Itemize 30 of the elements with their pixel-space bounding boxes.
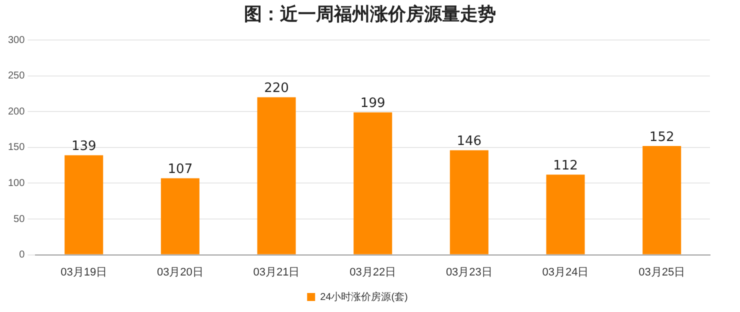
x-tick-label: 03月20日	[156, 266, 204, 278]
bar	[257, 97, 296, 254]
data-label: 220	[264, 81, 289, 96]
bar	[546, 174, 585, 254]
data-label: 152	[649, 130, 674, 145]
y-tick-label: 200	[8, 106, 26, 118]
x-tick-label: 03月19日	[60, 266, 108, 278]
data-label: 112	[553, 158, 578, 174]
bar	[450, 150, 488, 254]
bar	[642, 146, 682, 254]
data-label: 199	[360, 96, 386, 112]
chart-title: 图：近一周福州涨价房源量走势	[243, 3, 497, 27]
x-tick-label: 03月23日	[446, 266, 492, 278]
y-tick-label: 300	[8, 34, 26, 46]
bar	[160, 178, 200, 254]
y-tick-label: 0	[19, 250, 26, 261]
y-tick-label: 250	[8, 70, 26, 82]
x-tick-label: 03月22日	[350, 266, 396, 278]
x-tick-label: 03月24日	[542, 266, 589, 278]
y-tick-label: 150	[8, 142, 26, 154]
x-tick-label: 03月25日	[638, 266, 686, 278]
x-tick-label: 03月21日	[253, 266, 300, 278]
data-label: 107	[168, 162, 193, 178]
y-tick-label: 100	[8, 178, 26, 189]
legend-label: 24小时涨价房源(套)	[320, 290, 408, 303]
bar	[354, 112, 392, 254]
bar	[64, 155, 104, 254]
data-label: 139	[71, 139, 96, 154]
y-tick-label: 50	[14, 214, 26, 225]
data-label: 146	[456, 134, 482, 150]
